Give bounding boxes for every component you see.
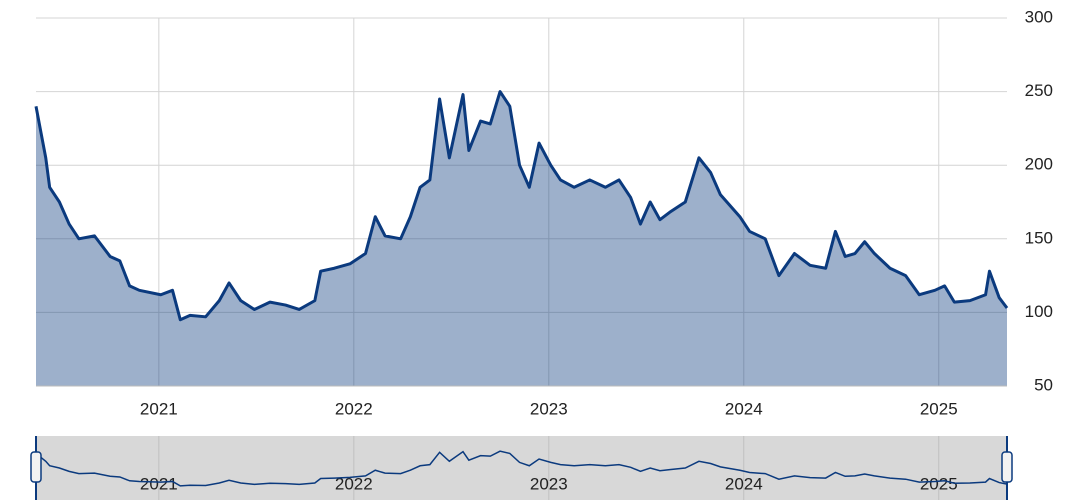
navigator-handle[interactable]: [30, 451, 42, 483]
navigator-tick-label: 2023: [530, 474, 568, 493]
navigator-line: [35, 450, 1008, 487]
navigator-tick-label: 2022: [335, 474, 373, 493]
navigator-tick-label: 2025: [920, 474, 958, 493]
y-tick-label: 200: [1025, 155, 1053, 174]
y-tick-label: 100: [1025, 302, 1053, 321]
navigator-handle[interactable]: [1001, 451, 1013, 483]
y-tick-label: 150: [1025, 228, 1053, 247]
x-tick-label: 2021: [140, 399, 178, 418]
x-tick-label: 2022: [335, 399, 373, 418]
navigator-background: [36, 436, 1007, 500]
y-tick-label: 300: [1025, 7, 1053, 26]
area: [36, 91, 1007, 386]
navigator-tick-label: 2021: [140, 474, 178, 493]
navigator-tick-label: 2024: [725, 474, 763, 493]
line: [34, 90, 1009, 322]
x-tick-label: 2025: [920, 399, 958, 418]
y-tick-label: 250: [1025, 81, 1053, 100]
x-tick-label: 2024: [725, 399, 763, 418]
x-tick-label: 2023: [530, 399, 568, 418]
y-tick-label: 50: [1034, 375, 1053, 394]
